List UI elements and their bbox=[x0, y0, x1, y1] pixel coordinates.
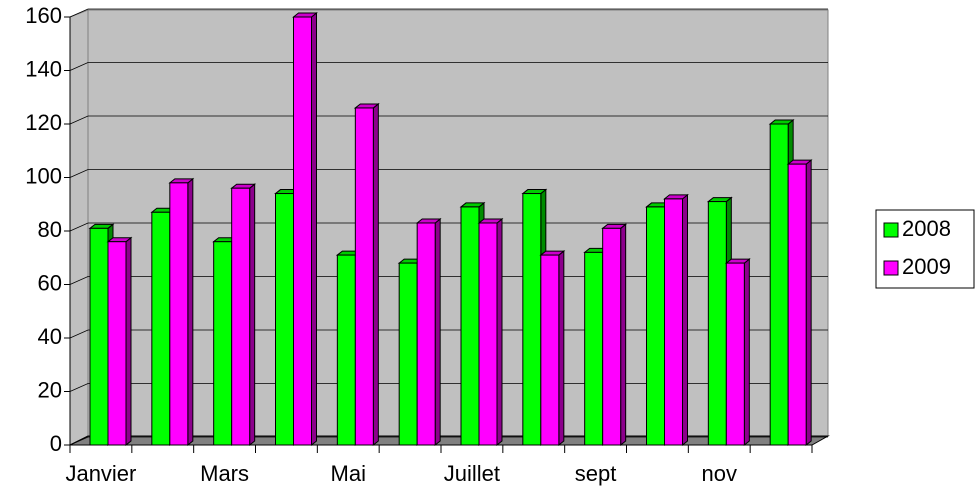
x-tick-label: Mars bbox=[200, 461, 249, 486]
bar-top bbox=[168, 178, 195, 184]
bar-top bbox=[415, 218, 442, 224]
y-tick-label: 120 bbox=[25, 110, 62, 135]
bar-side bbox=[434, 217, 441, 447]
side-wall bbox=[69, 9, 89, 446]
legend-label: 2009 bbox=[902, 254, 951, 279]
bar bbox=[539, 250, 566, 447]
x-tick-label: Mai bbox=[331, 461, 366, 486]
bar-side bbox=[682, 193, 688, 447]
bar-top bbox=[292, 12, 318, 18]
bar bbox=[663, 193, 689, 447]
y-tick-label: 60 bbox=[38, 270, 62, 295]
bar-side bbox=[743, 258, 750, 447]
bar-side bbox=[311, 11, 317, 447]
bar-front bbox=[540, 254, 560, 446]
bar-front bbox=[584, 251, 604, 446]
bar-side bbox=[187, 177, 194, 447]
bar-top bbox=[663, 194, 689, 200]
bar-top bbox=[353, 103, 380, 109]
bar bbox=[724, 258, 751, 447]
bar-top bbox=[477, 218, 504, 224]
bar bbox=[477, 217, 504, 447]
bars bbox=[88, 11, 813, 447]
bar-side bbox=[805, 159, 812, 447]
grid-line bbox=[69, 329, 828, 339]
bar-front bbox=[769, 123, 789, 446]
x-tick-label: Janvier bbox=[65, 461, 136, 486]
bar bbox=[106, 236, 133, 447]
legend-label: 2008 bbox=[902, 216, 951, 241]
grid-line bbox=[69, 115, 828, 125]
legend-entries: 2008 2009 bbox=[883, 216, 951, 279]
bar-front bbox=[478, 222, 498, 446]
bar-side bbox=[558, 250, 565, 447]
grid-line bbox=[69, 383, 828, 392]
legend-swatch bbox=[883, 260, 899, 276]
bar bbox=[230, 183, 257, 447]
bar-front bbox=[646, 206, 665, 446]
y-tick-label: 140 bbox=[25, 56, 62, 81]
grid-line bbox=[69, 8, 828, 18]
bar-top bbox=[768, 119, 795, 125]
bar-front bbox=[151, 211, 171, 446]
bar-top bbox=[706, 197, 733, 203]
axes: 0 20 40 60 80 100 120 140 160 Janvier Mars Mai Juill… bbox=[25, 3, 813, 486]
bar-front bbox=[707, 201, 727, 446]
x-tick-label: nov bbox=[702, 461, 737, 486]
bar-front bbox=[231, 187, 251, 446]
grid-line bbox=[69, 62, 828, 71]
legend-swatch bbox=[883, 222, 899, 238]
bar-front bbox=[725, 262, 745, 446]
bar-side bbox=[372, 102, 379, 447]
bar-front bbox=[293, 16, 312, 446]
x-tick-label: sept bbox=[575, 461, 617, 486]
bar-front bbox=[89, 227, 109, 446]
bar bbox=[415, 217, 442, 447]
bar-top bbox=[601, 223, 628, 229]
y-tick-label: 20 bbox=[38, 377, 62, 402]
y-tick-label: 160 bbox=[25, 3, 62, 28]
bar-front bbox=[602, 227, 622, 446]
bar-front bbox=[107, 241, 127, 446]
grid bbox=[69, 8, 828, 446]
bar-top bbox=[459, 202, 486, 208]
bar-front bbox=[336, 254, 356, 446]
bar bbox=[292, 11, 318, 447]
y-tick-label: 80 bbox=[38, 217, 62, 242]
bar-side bbox=[496, 217, 503, 447]
bar-top bbox=[521, 189, 548, 195]
grid-line bbox=[69, 169, 828, 178]
bar-front bbox=[522, 193, 542, 446]
bar-front bbox=[213, 241, 233, 446]
bar-front bbox=[460, 206, 480, 446]
bar bbox=[353, 102, 380, 447]
bar-top bbox=[106, 237, 133, 243]
bar-front bbox=[416, 222, 436, 446]
bar bbox=[168, 177, 195, 447]
bar-top bbox=[724, 258, 751, 264]
grid-line bbox=[69, 276, 828, 285]
bar-top bbox=[230, 183, 257, 189]
y-tick-label: 40 bbox=[38, 324, 62, 349]
bar-top bbox=[786, 159, 813, 165]
bar-top bbox=[539, 250, 566, 256]
grid-line bbox=[69, 436, 828, 446]
bar-side bbox=[125, 236, 132, 447]
grid-line bbox=[69, 222, 828, 232]
bar bbox=[601, 223, 628, 447]
y-tick-label: 0 bbox=[50, 431, 62, 456]
bar-front bbox=[398, 262, 418, 446]
bar-front bbox=[787, 163, 807, 446]
bar-front bbox=[354, 107, 374, 446]
y-tick-label: 100 bbox=[25, 163, 62, 188]
bar-front bbox=[664, 198, 683, 446]
bar-front bbox=[169, 182, 189, 446]
bar-side bbox=[249, 183, 256, 447]
bar bbox=[786, 159, 813, 447]
bar-front bbox=[275, 193, 294, 446]
bar-side bbox=[620, 223, 627, 447]
x-tick-label: Juillet bbox=[444, 461, 500, 486]
bar-top bbox=[88, 223, 115, 229]
